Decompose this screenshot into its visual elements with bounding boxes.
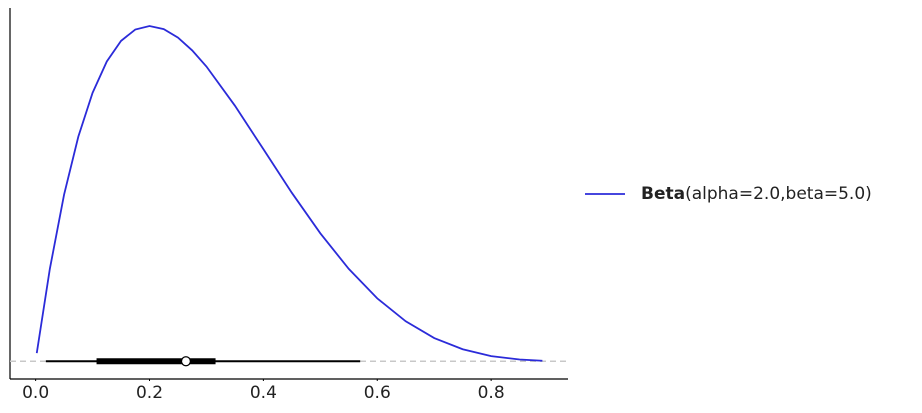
pdf-line [35, 25, 543, 362]
interval-point [180, 356, 192, 367]
x-tick-label: 0.6 [364, 383, 391, 403]
x-tick-label: 0.8 [478, 383, 505, 403]
x-tick-label: 0.0 [22, 383, 49, 403]
legend-params: (alpha=2.0,beta=5.0) [685, 184, 872, 204]
x-tick-label: 0.2 [136, 383, 163, 403]
x-tick-label: 0.4 [250, 383, 277, 403]
legend-name: Beta [641, 184, 685, 204]
legend-label: Beta(alpha=2.0,beta=5.0) [641, 184, 872, 204]
